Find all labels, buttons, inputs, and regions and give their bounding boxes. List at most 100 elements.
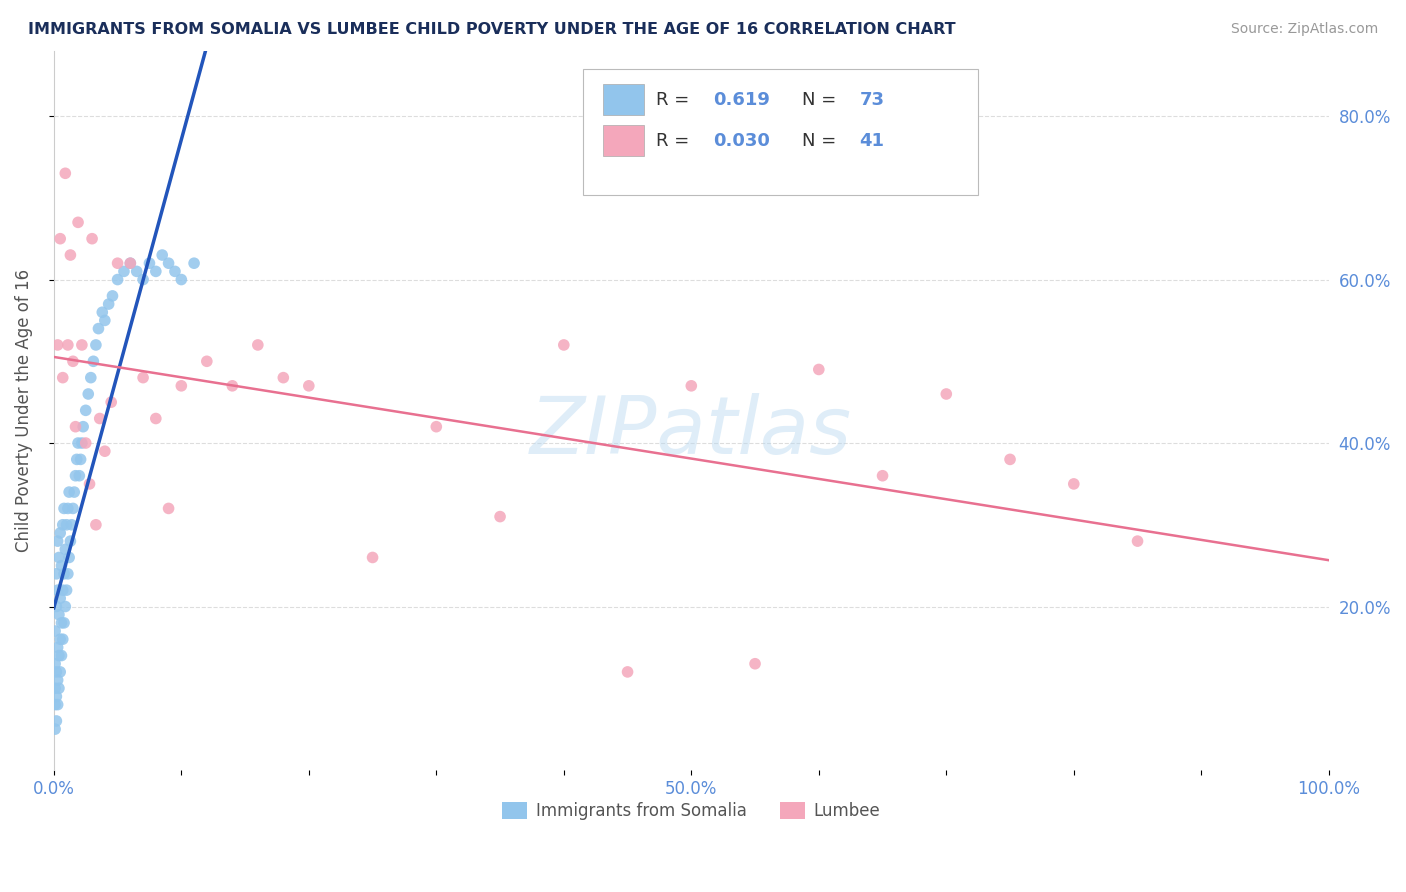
Point [157, 256, 180, 270]
Point [44, 624, 66, 638]
Point [48, 607, 70, 622]
Point [82, 354, 104, 368]
Point [58, 550, 80, 565]
Point [52, 632, 75, 647]
Point [112, 264, 135, 278]
Point [170, 379, 193, 393]
Point [67, 436, 90, 450]
Point [120, 256, 142, 270]
Text: 73: 73 [859, 91, 884, 109]
Point [107, 256, 129, 270]
Point [872, 468, 894, 483]
Point [49, 525, 72, 540]
Point [150, 248, 173, 262]
Point [46, 673, 69, 687]
Point [62, 354, 84, 368]
Point [94, 444, 117, 458]
Point [51, 648, 73, 663]
Text: N =: N = [803, 132, 842, 150]
Point [744, 657, 766, 671]
Point [46, 583, 69, 598]
Point [107, 272, 129, 286]
Text: 0.030: 0.030 [713, 132, 770, 150]
Point [67, 215, 90, 229]
Point [65, 468, 87, 483]
Point [75, 403, 97, 417]
Point [45, 566, 67, 581]
Point [89, 411, 111, 425]
Point [221, 379, 243, 393]
Point [59, 534, 82, 549]
Point [273, 370, 295, 384]
Point [91, 305, 114, 319]
Point [425, 419, 447, 434]
Point [52, 517, 75, 532]
Point [77, 387, 100, 401]
Point [44, 722, 66, 736]
FancyBboxPatch shape [583, 69, 979, 194]
Point [170, 272, 193, 286]
Point [489, 509, 512, 524]
Point [70, 338, 93, 352]
Point [53, 166, 76, 180]
Point [46, 534, 69, 549]
Point [53, 566, 76, 581]
Point [616, 665, 638, 679]
Point [935, 387, 957, 401]
FancyBboxPatch shape [603, 125, 644, 156]
Point [60, 517, 83, 532]
Point [87, 321, 110, 335]
Point [44, 681, 66, 696]
Point [361, 550, 384, 565]
Text: Source: ZipAtlas.com: Source: ZipAtlas.com [1230, 22, 1378, 37]
Point [48, 550, 70, 565]
Point [53, 599, 76, 614]
Point [53, 501, 76, 516]
Point [145, 411, 167, 425]
Point [807, 362, 830, 376]
Point [62, 501, 84, 516]
Point [145, 264, 167, 278]
Point [45, 665, 67, 679]
Y-axis label: Child Poverty Under the Age of 16: Child Poverty Under the Age of 16 [15, 268, 32, 552]
Point [97, 297, 120, 311]
Point [52, 370, 75, 384]
Point [80, 370, 103, 384]
Text: R =: R = [655, 132, 695, 150]
Text: N =: N = [803, 91, 842, 109]
Point [65, 419, 87, 434]
Point [998, 452, 1021, 467]
Point [49, 232, 72, 246]
Text: ZIPatlas: ZIPatlas [530, 392, 852, 471]
Point [46, 698, 69, 712]
Point [70, 436, 93, 450]
Point [132, 370, 155, 384]
Point [72, 419, 94, 434]
Text: 0.619: 0.619 [713, 91, 770, 109]
Point [80, 232, 103, 246]
Point [84, 517, 107, 532]
Point [1126, 534, 1149, 549]
Text: IMMIGRANTS FROM SOMALIA VS LUMBEE CHILD POVERTY UNDER THE AGE OF 16 CORRELATION : IMMIGRANTS FROM SOMALIA VS LUMBEE CHILD … [28, 22, 956, 37]
Point [56, 501, 79, 516]
Point [84, 338, 107, 352]
Point [44, 698, 66, 712]
Point [45, 599, 67, 614]
Point [45, 714, 67, 728]
Point [681, 379, 703, 393]
Point [157, 501, 180, 516]
Point [94, 313, 117, 327]
Point [100, 395, 122, 409]
Point [46, 640, 69, 655]
Point [58, 485, 80, 500]
Point [55, 583, 77, 598]
Point [51, 558, 73, 573]
Point [56, 338, 79, 352]
Point [49, 665, 72, 679]
Point [53, 542, 76, 557]
Point [67, 468, 90, 483]
Point [56, 566, 79, 581]
Point [1063, 476, 1085, 491]
FancyBboxPatch shape [603, 84, 644, 115]
Text: 41: 41 [859, 132, 884, 150]
